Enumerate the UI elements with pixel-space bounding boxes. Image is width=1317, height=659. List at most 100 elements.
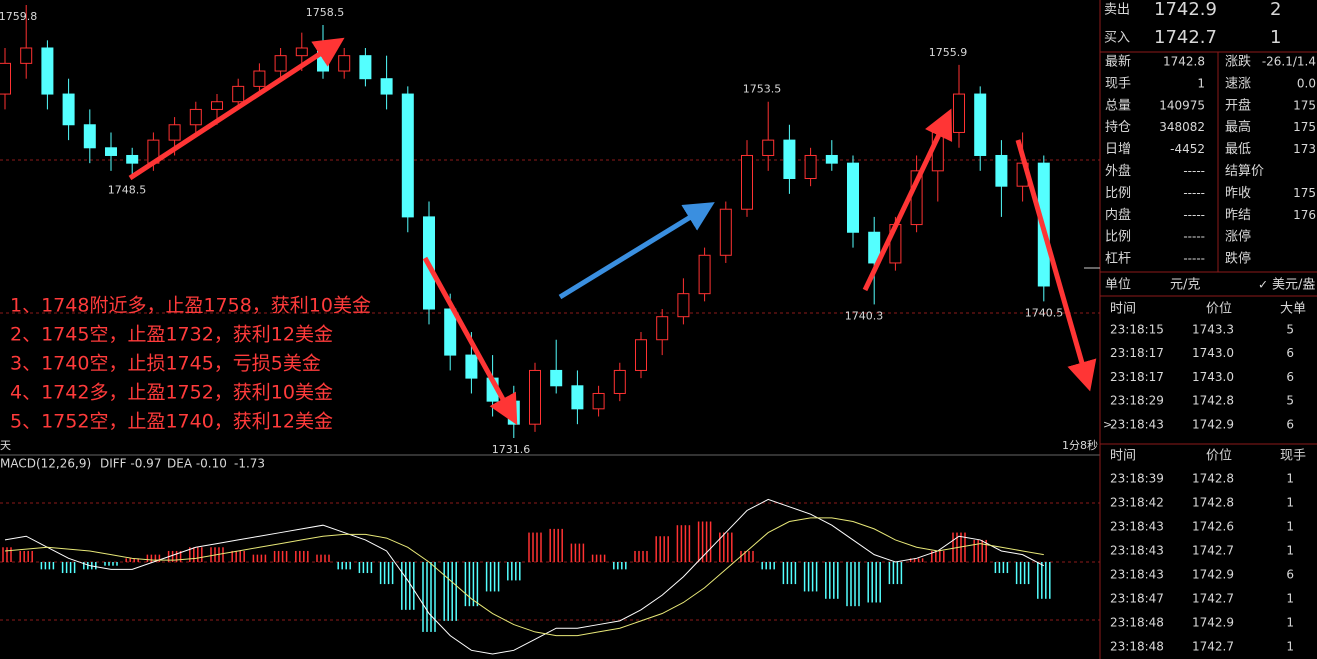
table-header: 时间: [1110, 449, 1136, 464]
candle-body: [677, 293, 690, 318]
macd-diff: DIFF -0.97: [100, 457, 161, 471]
trade-qty: 1: [1286, 472, 1294, 486]
macd-title: MACD(12,26,9): [0, 457, 91, 471]
price-label: 1758.5: [306, 6, 345, 19]
trade-time: 23:18:47: [1110, 592, 1164, 606]
annotation: 2、1745空，止盈1732，获利12美金: [10, 324, 333, 346]
candle-body: [656, 316, 669, 341]
price-label: 1740.3: [845, 309, 884, 322]
stat-value: -26.1/1.4: [1262, 55, 1316, 69]
macd-panel: MACD(12,26,9) DIFF -0.97 DEA -0.10 -1.73: [0, 457, 1051, 655]
stat-label: 外盘: [1105, 163, 1131, 179]
quote-qty: 1: [1270, 27, 1281, 48]
candle-body: [83, 124, 96, 149]
stat-value: 140975: [1159, 98, 1205, 112]
trade-time: 23:18:43: [1110, 568, 1164, 582]
stat-label: 比例: [1105, 186, 1131, 201]
dea-line: [4, 517, 1044, 637]
stat-value: 0.0: [1297, 76, 1316, 90]
price-label: 1759.8: [0, 10, 37, 23]
candle-body: [507, 400, 520, 425]
annotation: 5、1752空，止盈1740，获利12美金: [10, 411, 333, 433]
trade-qty: 1: [1286, 616, 1294, 630]
stat-value: 175: [1293, 98, 1316, 112]
candle-body: [868, 231, 881, 264]
trade-price: 1742.6: [1192, 520, 1234, 534]
stat-value: 175: [1293, 186, 1316, 200]
candle-body: [105, 147, 117, 156]
macd-dea: DEA -0.10: [167, 457, 227, 471]
candle-body: [232, 85, 245, 103]
candle-body: [698, 254, 711, 295]
price-label: 1731.6: [492, 443, 531, 456]
stat-label: 昨收: [1225, 186, 1251, 201]
svg-text:>: >: [1103, 418, 1112, 431]
stat-value: -----: [1183, 164, 1205, 178]
trade-qty: 6: [1286, 346, 1294, 360]
table-header: 价位: [1206, 302, 1232, 317]
candle-body: [465, 354, 478, 379]
candle-body: [825, 154, 838, 164]
trade-price: 1743.3: [1192, 323, 1234, 337]
candle-body: [359, 55, 372, 80]
candle-body: [847, 162, 859, 233]
trade-time: 23:18:42: [1110, 496, 1164, 510]
period-right: 1分8秒: [1062, 438, 1098, 452]
stat-label: 内盘: [1105, 207, 1131, 223]
trade-time: 23:18:43: [1110, 417, 1164, 431]
stat-label: 持仓: [1105, 120, 1131, 135]
stat-value: 1: [1197, 76, 1205, 90]
stat-label: 昨结: [1225, 208, 1251, 223]
trade-time: 23:18:29: [1110, 394, 1164, 408]
trade-price: 1742.8: [1192, 394, 1234, 408]
trade-price: 1742.9: [1192, 568, 1234, 582]
candle-body: [253, 70, 266, 87]
table-header: 时间: [1110, 302, 1136, 317]
stat-value: -----: [1183, 252, 1205, 266]
price-label: 1753.5: [743, 83, 782, 96]
trade-qty: 1: [1286, 544, 1294, 558]
stat-label: 最高: [1225, 119, 1251, 135]
labels: 1759.8 1758.5 1748.5 1731.6 1753.5 1740.3 1755…: [0, 6, 1098, 456]
trade-qty: 6: [1286, 417, 1294, 431]
annotation: 3、1740空，止损1745，亏损5美金: [10, 353, 321, 375]
stat-value: 176: [1293, 208, 1316, 222]
stat-label: 结算价: [1225, 164, 1264, 179]
trade-qty: 1: [1286, 520, 1294, 534]
trade-time: 23:18:39: [1110, 472, 1164, 486]
candle-body: [168, 124, 181, 141]
quote-label: 卖出: [1104, 3, 1130, 18]
period-left: 天: [0, 439, 11, 452]
stat-label: 最低: [1225, 142, 1251, 157]
trade-price: 1742.9: [1192, 616, 1234, 630]
stat-label: 杠杆: [1105, 251, 1131, 267]
candle-body: [295, 47, 308, 57]
candle-body: [529, 369, 541, 425]
arrows: [128, 37, 1097, 426]
trade-qty: 5: [1286, 394, 1294, 408]
candle-body: [380, 78, 393, 95]
table-header: 大单: [1280, 302, 1306, 317]
trade-qty: 5: [1286, 323, 1294, 337]
trade-price: 1743.0: [1192, 370, 1234, 384]
trade-price: 1742.9: [1192, 417, 1234, 431]
stat-value: -----: [1183, 186, 1205, 200]
unit: 美元/盎: [1272, 278, 1315, 293]
candle-body: [995, 154, 1008, 187]
trade-price: 1742.7: [1192, 640, 1234, 654]
stat-value: -----: [1183, 230, 1205, 244]
price-label: 1740.5: [1025, 306, 1064, 319]
diff-line: [4, 498, 1045, 655]
trade-time: 23:18:48: [1110, 640, 1164, 654]
trade-time: 23:18:48: [1110, 616, 1164, 630]
quote-panel: ✓ > 卖出 1742.9 2 买入 1742.7 1 最新 1742.8 现手 1 总量 14097…: [1100, 0, 1317, 654]
candle-body: [953, 93, 965, 133]
quote-label: 买入: [1104, 31, 1130, 46]
stat-label: 速涨: [1225, 76, 1251, 91]
price-label: 1748.5: [108, 184, 147, 197]
trade-qty: 1: [1286, 496, 1294, 510]
stat-value: 173: [1293, 142, 1316, 156]
candle-body: [211, 101, 223, 110]
candle-body: [804, 154, 817, 180]
